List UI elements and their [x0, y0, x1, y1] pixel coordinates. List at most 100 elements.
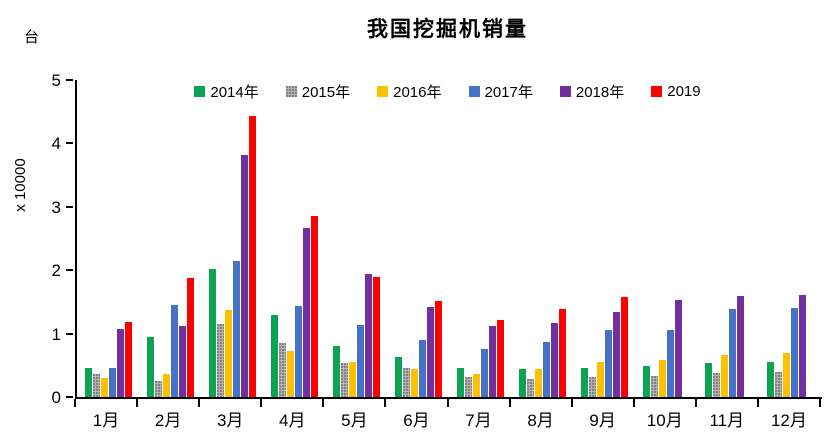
bar-2018年-12月	[799, 294, 807, 397]
group-9月	[574, 80, 636, 397]
group-4月	[263, 80, 325, 397]
bar-2015年-10月	[651, 376, 659, 397]
bar-2018年-8月	[551, 322, 559, 397]
bar-2018年-10月	[675, 300, 683, 397]
group-3月	[201, 80, 263, 397]
y-tick-label-1: 1	[51, 324, 61, 344]
bar-2016年-2月	[162, 373, 170, 397]
bar-2016年-12月	[783, 352, 791, 397]
bar-2018年-4月	[302, 228, 310, 397]
bar-2014年-11月	[705, 363, 713, 397]
bar-2014年-9月	[581, 367, 589, 397]
legend-label-2014年: 2014年	[210, 84, 259, 101]
bar-2016年-11月	[721, 355, 729, 397]
bar-2014年-8月	[519, 369, 527, 397]
x-tick-0	[74, 399, 76, 407]
y-tick-label-2: 2	[51, 261, 61, 281]
x-label-1月: 1月	[92, 411, 120, 430]
legend-item-2015年: 2015年	[285, 81, 351, 102]
legend-label-2019: 2019	[667, 83, 701, 100]
y-tick-4	[66, 142, 73, 145]
bar-2018年-6月	[426, 306, 434, 397]
y-axis-scale-label: x 10000	[12, 158, 29, 212]
bar-2016年-7月	[473, 374, 480, 397]
legend-swatch-2014年	[194, 86, 206, 97]
y-tick-1	[66, 332, 73, 335]
bar-2016年-1月	[100, 377, 108, 397]
bar-2019-3月	[248, 116, 256, 397]
bar-2014年-4月	[270, 315, 278, 397]
x-label-4月: 4月	[279, 411, 306, 430]
bar-2017年-6月	[418, 339, 426, 397]
bar-2019-8月	[559, 308, 567, 397]
bar-2017年-11月	[729, 308, 737, 397]
bar-2015年-9月	[589, 376, 597, 397]
x-label-8月: 8月	[527, 411, 554, 430]
x-axis-labels: 1月 2月 3月 4月 5月 6月 7月 8月 9月 10月 11月 12月	[75, 406, 820, 431]
bar-groups	[77, 80, 822, 397]
y-tick-3	[66, 205, 73, 208]
bar-2018年-9月	[613, 312, 621, 397]
legend-item-2019: 2019	[651, 83, 701, 100]
bar-2014年-6月	[394, 357, 402, 397]
bar-2018年-1月	[116, 329, 124, 397]
bar-2016年-5月	[348, 361, 356, 397]
x-label-10月: 10月	[646, 411, 683, 430]
x-label-12月: 12月	[770, 411, 807, 430]
x-label-2月: 2月	[154, 411, 182, 430]
group-5月	[325, 80, 387, 397]
bar-2017年-2月	[170, 305, 178, 397]
x-tick-7	[508, 399, 511, 407]
bar-2015年-12月	[775, 372, 783, 397]
bar-2016年-6月	[410, 369, 418, 397]
plot-area	[75, 80, 822, 399]
bar-2017年-7月	[481, 348, 488, 397]
bar-2015年-5月	[340, 362, 348, 397]
bar-2015年-6月	[402, 367, 410, 397]
x-tick-11	[756, 399, 759, 407]
bar-2014年-3月	[208, 268, 216, 397]
x-tick-8	[570, 399, 573, 407]
x-label-3月: 3月	[216, 411, 244, 430]
y-tick-label-5: 5	[51, 71, 61, 90]
bar-2018年-2月	[178, 326, 186, 397]
group-1月	[77, 80, 139, 397]
bar-2016年-10月	[659, 360, 667, 397]
bar-2016年-3月	[224, 310, 232, 397]
bar-2017年-1月	[108, 367, 116, 397]
x-label-6月: 6月	[403, 411, 430, 430]
y-tick-label-3: 3	[51, 197, 61, 217]
bar-2018年-11月	[737, 296, 745, 397]
bar-2016年-8月	[535, 369, 543, 397]
bar-2019-9月	[621, 296, 629, 397]
legend-label-2015年: 2015年	[301, 84, 351, 101]
bar-2015年-4月	[278, 343, 286, 397]
group-2月	[139, 80, 201, 397]
bar-2018年-5月	[364, 274, 372, 397]
x-label-7月: 7月	[465, 411, 492, 430]
legend-item-2016年: 2016年	[377, 81, 442, 102]
bar-2017年-8月	[543, 341, 551, 397]
group-8月	[512, 80, 574, 397]
bar-2014年-5月	[332, 345, 340, 397]
bar-2014年-1月	[84, 367, 92, 397]
group-12月	[760, 80, 822, 397]
bar-2017年-12月	[791, 307, 799, 397]
bar-2015年-11月	[713, 372, 721, 397]
bar-2015年-1月	[92, 373, 100, 397]
x-tick-2	[198, 399, 201, 407]
x-tick-6	[446, 399, 449, 407]
legend-swatch-2019	[651, 86, 663, 97]
x-tick-5	[384, 399, 387, 407]
x-label-5月: 5月	[341, 411, 368, 430]
group-7月	[449, 80, 511, 397]
bar-2015年-8月	[527, 378, 535, 397]
bar-2019-1月	[124, 322, 132, 397]
y-tick-5	[66, 79, 73, 81]
y-axis-unit-label: 台	[24, 29, 40, 46]
group-6月	[387, 80, 449, 397]
bar-2019-5月	[372, 277, 380, 397]
x-tick-10	[694, 399, 697, 407]
bar-2019-6月	[434, 300, 442, 397]
